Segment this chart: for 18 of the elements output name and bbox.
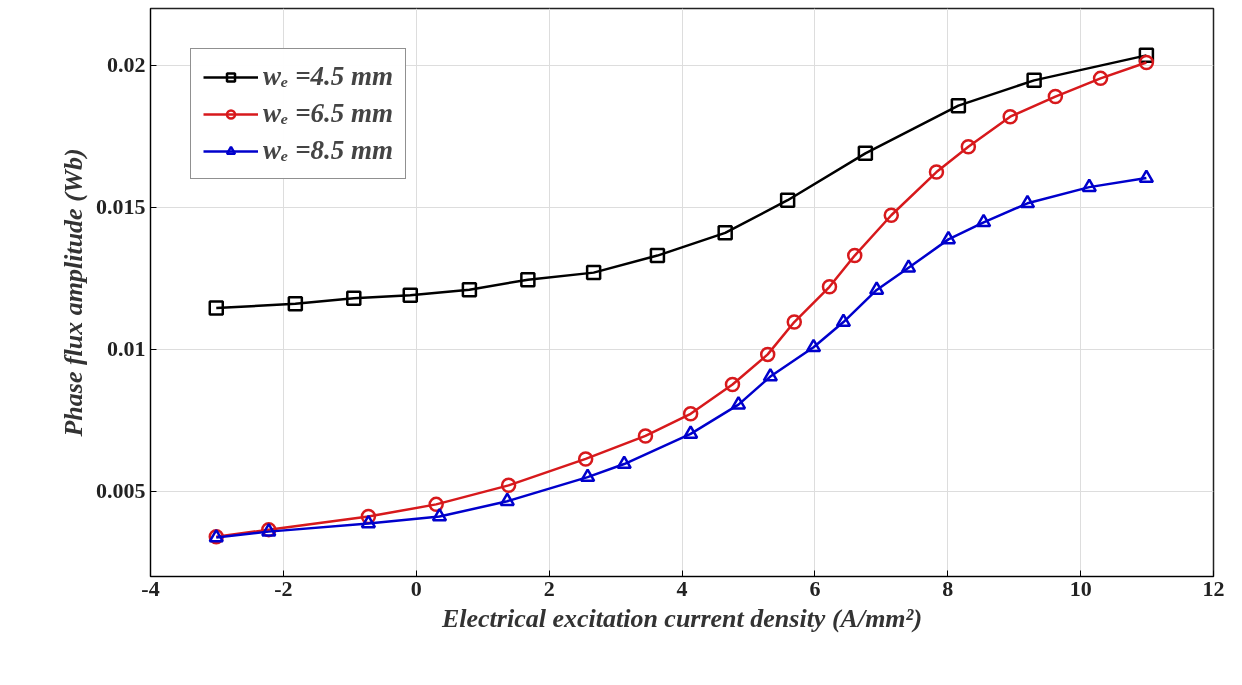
y-tick-label: 0.005: [96, 478, 146, 504]
x-tick-label: 8: [942, 575, 954, 601]
y-tick-label: 0.01: [107, 336, 146, 362]
legend-label: wₑ =4.5 mm: [263, 61, 394, 92]
x-tick-label: 0: [410, 575, 422, 601]
x-axis-title: Electrical excitation current density (A/mm²): [440, 603, 923, 633]
y-axis-title: Phase flux amplitude (Wb): [59, 148, 88, 438]
x-tick-label: -4: [141, 575, 160, 601]
x-tick-label: 4: [676, 575, 688, 601]
x-tick-label: 12: [1202, 575, 1225, 601]
x-tick-label: 10: [1069, 575, 1092, 601]
legend-label: wₑ =8.5 mm: [263, 135, 394, 166]
x-tick-label: -2: [274, 575, 293, 601]
x-tick-label: 2: [543, 575, 555, 601]
x-tick-label: 6: [809, 575, 821, 601]
y-tick-label: 0.015: [96, 194, 146, 220]
legend-label: wₑ =6.5 mm: [263, 98, 394, 129]
y-tick-label: 0.02: [107, 52, 146, 78]
